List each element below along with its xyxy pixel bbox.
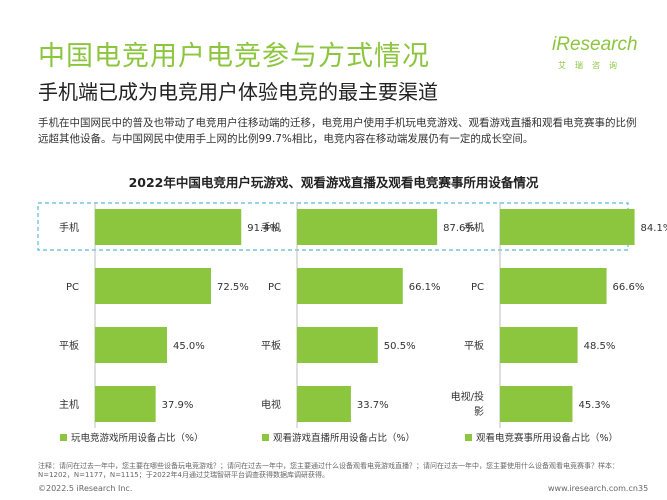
bar: [95, 268, 211, 304]
iresearch-logo: iResearch 艾瑞咨询: [552, 34, 638, 74]
legend-swatch: [262, 434, 269, 441]
value-label: 72.5%: [217, 282, 249, 293]
legend-swatch: [465, 434, 472, 441]
category-label: 手机: [261, 221, 281, 234]
value-label: 87.6%: [443, 223, 475, 234]
bar: [500, 327, 578, 363]
legend-label: 观看游戏直播所用设备占比（%）: [273, 432, 415, 444]
category-label: 平板: [261, 339, 281, 352]
bar: [297, 268, 403, 304]
value-label: 45.3%: [578, 400, 610, 411]
value-label: 84.1%: [641, 223, 667, 234]
value-label: 66.6%: [613, 282, 645, 293]
value-label: 66.1%: [409, 282, 441, 293]
value-label: 45.0%: [173, 341, 205, 352]
logo-sub-text: 艾瑞咨询: [558, 61, 626, 70]
value-label: 91.4%: [247, 223, 279, 234]
category-label: 手机: [464, 221, 484, 234]
category-label: 手机: [59, 221, 79, 234]
bar: [95, 327, 167, 363]
chart-title: 2022年中国电竞用户玩游戏、观看游戏直播及观看电竞赛事所用设备情况: [128, 175, 539, 190]
copyright: ©2022.5 iResearch Inc.: [38, 484, 133, 493]
page-number: 35: [638, 484, 649, 493]
category-label: PC: [66, 282, 79, 293]
bar: [297, 327, 378, 363]
bar: [297, 386, 351, 422]
bar: [500, 268, 607, 304]
logo-main-text: iResearch: [552, 34, 638, 55]
website-link[interactable]: www.iresearch.com.cn: [548, 484, 638, 493]
highlight-box: [37, 202, 629, 251]
description-text: 手机在中国网民中的普及也带动了电竞用户往移动端的迁移，电竞用户使用手机玩电竞游戏…: [38, 117, 637, 145]
category-label: 平板: [464, 339, 484, 352]
value-label: 50.5%: [384, 341, 416, 352]
footnote: 注释：请问在过去一年中，您主要在哪些设备玩电竞游戏？；请问在过去一年中，您主要通…: [38, 462, 619, 479]
bar: [500, 209, 635, 245]
category-label: PC: [268, 282, 281, 293]
value-label: 48.5%: [584, 341, 616, 352]
bar: [95, 209, 242, 245]
legend-swatch: [60, 434, 67, 441]
category-label: PC: [471, 282, 484, 293]
category-label: 平板: [59, 339, 79, 352]
category-label: 电视/投: [451, 390, 484, 403]
value-label: 33.7%: [357, 400, 389, 411]
page-subtitle: 手机端已成为电竞用户体验电竞的最主要渠道: [38, 80, 438, 104]
legend-label: 观看电竞赛事所用设备占比（%）: [476, 432, 618, 444]
legend-label: 玩电竞游戏所用设备占比（%）: [71, 432, 204, 444]
value-label: 37.9%: [162, 400, 194, 411]
bar: [500, 386, 573, 422]
category-label: 影: [474, 406, 484, 418]
bar: [95, 386, 156, 422]
bar: [297, 209, 438, 245]
category-label: 主机: [59, 398, 79, 411]
page-title: 中国电竞用户电竞参与方式情况: [38, 41, 430, 72]
category-label: 电视: [261, 398, 281, 411]
